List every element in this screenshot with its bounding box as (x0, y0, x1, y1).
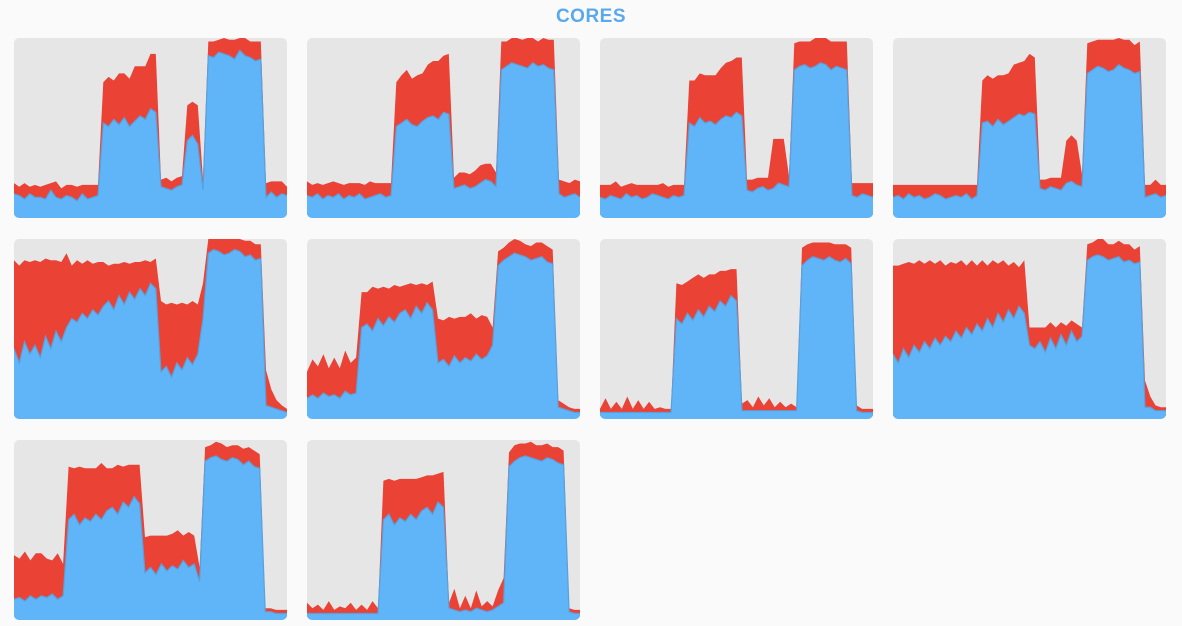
core-chart-9-plot (14, 440, 287, 620)
series-user-area (600, 256, 873, 416)
core-chart-8-plot (893, 239, 1166, 419)
series-user-area (307, 62, 580, 215)
core-chart-2 (307, 38, 580, 218)
series-user-line (600, 255, 873, 414)
page-title: CORES (555, 6, 627, 27)
core-chart-9 (14, 440, 287, 620)
series-user-line (307, 252, 580, 414)
series-user-area (600, 62, 873, 215)
core-chart-6 (307, 239, 580, 419)
series-user-line (14, 248, 287, 414)
core-chart-8 (893, 239, 1166, 419)
baseline-bar (14, 416, 287, 419)
core-chart-3-plot (600, 38, 873, 218)
core-chart-7-plot (600, 239, 873, 419)
series-user-line (307, 455, 580, 615)
series-user-line (14, 455, 287, 615)
core-chart-7 (600, 239, 873, 419)
baseline-bar (600, 215, 873, 218)
baseline-bar (307, 215, 580, 218)
baseline-bar (893, 215, 1166, 218)
core-chart-10 (307, 440, 580, 620)
cores-grid (14, 38, 1166, 620)
baseline-bar (307, 416, 580, 419)
series-user-area (307, 455, 580, 617)
baseline-bar (600, 416, 873, 419)
core-chart-6-plot (307, 239, 580, 419)
series-user-line (307, 62, 580, 200)
core-chart-4-plot (893, 38, 1166, 218)
series-user-line (600, 62, 873, 200)
series-user-area (893, 254, 1166, 416)
series-user-line (14, 49, 287, 202)
series-user-line (893, 63, 1166, 200)
baseline-bar (893, 416, 1166, 419)
series-user-line (893, 254, 1166, 412)
core-chart-3 (600, 38, 873, 218)
series-user-area (14, 249, 287, 416)
core-chart-5 (14, 239, 287, 419)
series-user-area (893, 64, 1166, 215)
core-chart-1 (14, 38, 287, 218)
series-user-area (14, 50, 287, 216)
baseline-bar (14, 215, 287, 218)
series-user-area (307, 253, 580, 416)
core-chart-10-plot (307, 440, 580, 620)
core-chart-1-plot (14, 38, 287, 218)
baseline-bar (14, 617, 287, 620)
series-user-area (14, 455, 287, 617)
baseline-bar (307, 617, 580, 620)
core-chart-2-plot (307, 38, 580, 218)
core-chart-4 (893, 38, 1166, 218)
core-chart-5-plot (14, 239, 287, 419)
